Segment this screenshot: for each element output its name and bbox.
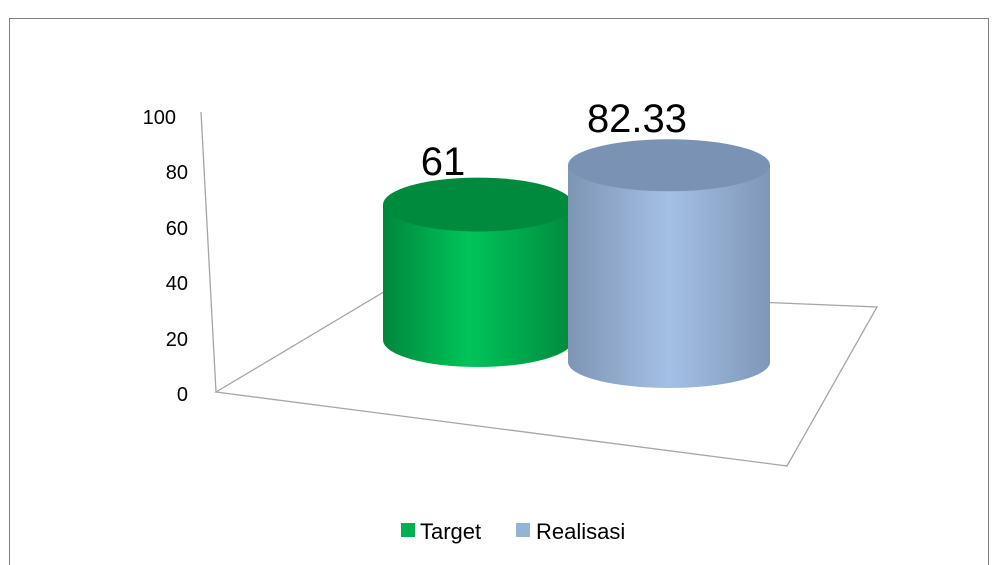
legend-swatch-realisasi (516, 523, 530, 537)
y-tick-label: 100 (143, 107, 176, 129)
bar-body-realisasi (568, 165, 770, 388)
bar-realisasi (568, 139, 770, 388)
y-tick-label: 60 (166, 218, 188, 240)
data-label-target: 61 (421, 140, 466, 184)
axis-frame (200, 111, 879, 467)
legend-swatch-target (401, 523, 415, 537)
legend-label-target: Target (420, 519, 481, 544)
data-labels: 61 82.33 (421, 97, 687, 184)
floor-plane (214, 286, 879, 467)
bar-top-realisasi (568, 139, 770, 192)
bar-body-target (383, 204, 573, 367)
y-axis-ticks: 0 20 40 60 80 100 (143, 107, 188, 406)
y-tick-label: 40 (166, 273, 188, 295)
y-axis-line (200, 111, 217, 393)
bars-group (383, 139, 770, 388)
bar-top-target (383, 177, 573, 232)
legend: Target Realisasi (401, 519, 625, 544)
bar-target (383, 177, 573, 367)
data-label-realisasi: 82.33 (587, 97, 687, 141)
y-tick-label: 80 (166, 162, 188, 184)
y-tick-label: 0 (177, 384, 188, 406)
y-tick-label: 20 (166, 329, 188, 351)
legend-label-realisasi: Realisasi (536, 519, 625, 544)
